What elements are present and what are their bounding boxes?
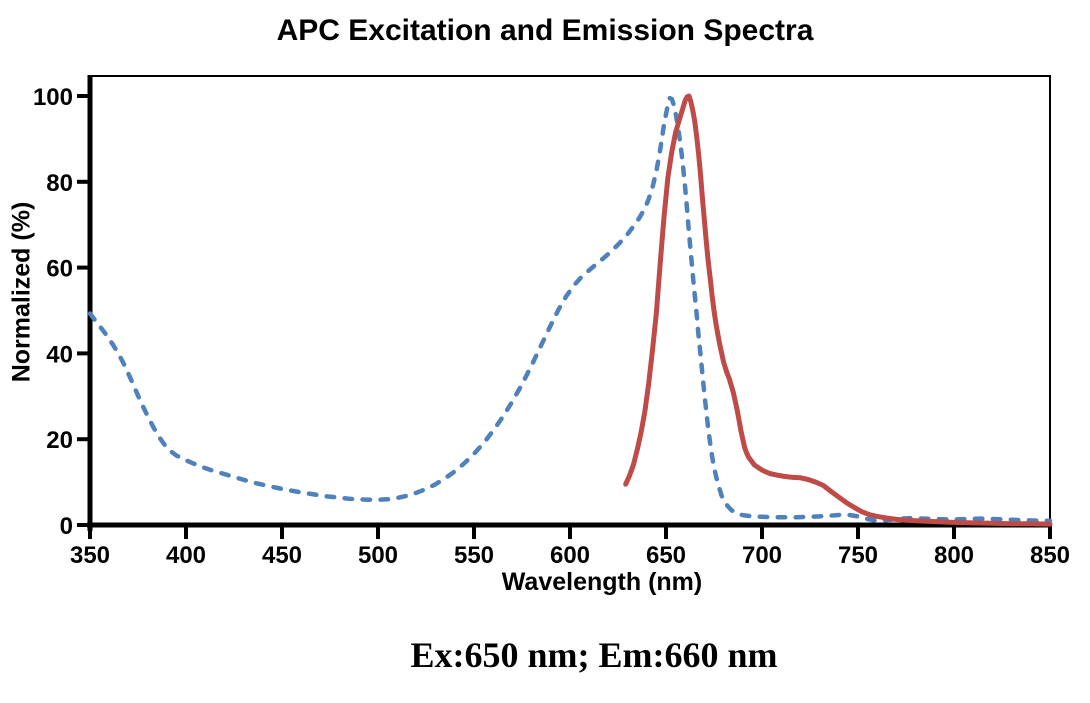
x-axis-title: Wavelength (nm) xyxy=(501,568,703,596)
x-tick-label: 850 xyxy=(1030,542,1070,569)
y-tick-label: 0 xyxy=(60,513,73,540)
y-tick-label: 40 xyxy=(46,341,73,368)
x-tick-label: 700 xyxy=(742,542,782,569)
x-tick-label: 800 xyxy=(934,542,974,569)
x-tick-label: 550 xyxy=(454,542,494,569)
x-tick-label: 400 xyxy=(166,542,206,569)
y-tick-label: 60 xyxy=(46,256,73,283)
x-tick-label: 350 xyxy=(70,542,110,569)
x-tick-label: 600 xyxy=(550,542,590,569)
chart-title: APC Excitation and Emission Spectra xyxy=(276,14,814,47)
y-axis-title: Normalized (%) xyxy=(7,201,36,383)
x-tick-label: 450 xyxy=(262,542,302,569)
y-tick-label: 100 xyxy=(33,84,73,111)
y-tick-label: 80 xyxy=(46,170,73,197)
x-tick-label: 650 xyxy=(646,542,686,569)
emission-curve xyxy=(623,93,1053,527)
excitation-curve xyxy=(87,95,1053,523)
y-tick-label: 20 xyxy=(46,427,73,454)
x-tick-label: 500 xyxy=(358,542,398,569)
x-tick-label: 750 xyxy=(838,542,878,569)
figure-caption: Ex:650 nm; Em:660 nm xyxy=(410,635,778,675)
